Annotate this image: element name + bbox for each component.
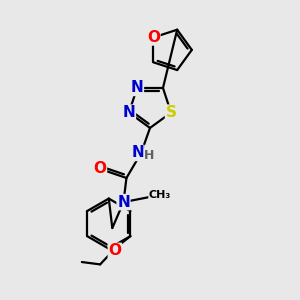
Text: S: S	[166, 105, 176, 120]
Text: CH₃: CH₃	[149, 190, 171, 200]
Text: O: O	[93, 161, 106, 176]
Text: H: H	[144, 149, 154, 162]
Text: N: N	[123, 105, 135, 120]
Text: N: N	[131, 146, 144, 160]
Text: O: O	[147, 30, 160, 45]
Text: N: N	[117, 195, 130, 210]
Text: N: N	[130, 80, 143, 95]
Text: O: O	[108, 243, 121, 258]
